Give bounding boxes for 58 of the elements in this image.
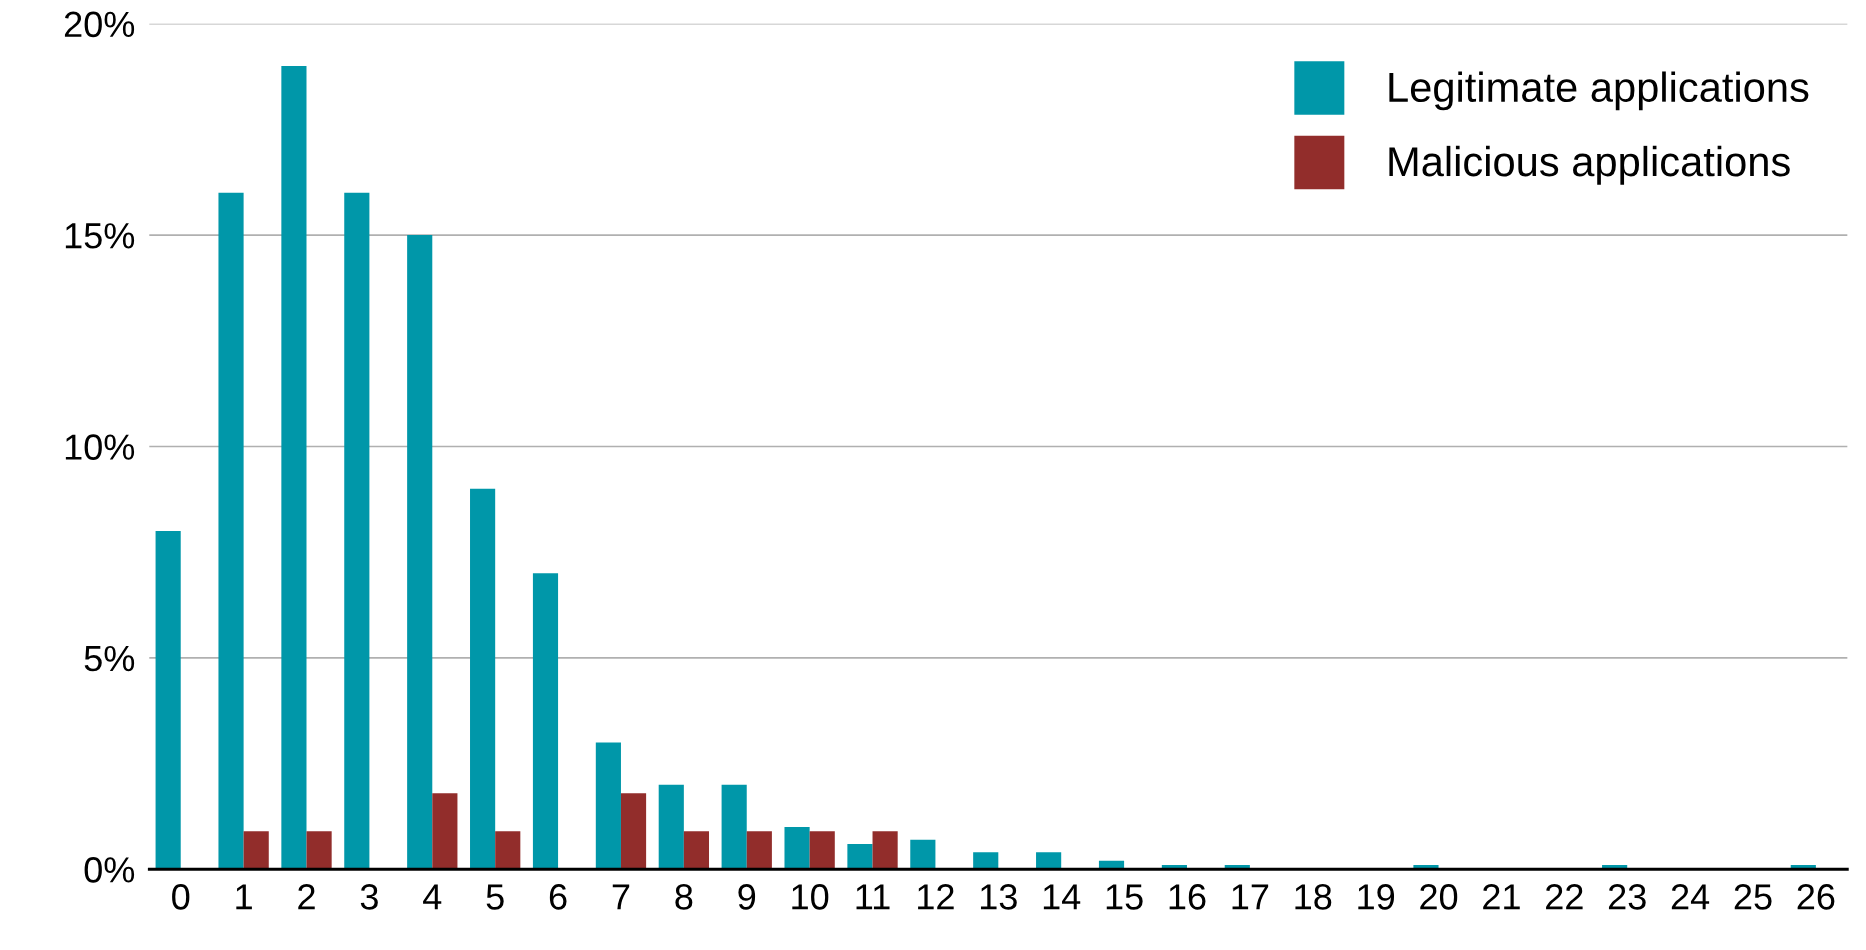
x-tick-label: 22 <box>1546 884 1583 910</box>
x-tick-label: 8 <box>675 884 693 910</box>
x-tick-label: 12 <box>918 884 954 910</box>
bar <box>306 831 332 870</box>
bar <box>809 831 835 870</box>
y-tick-label: 5% <box>84 645 135 672</box>
y-tick-label: 20% <box>64 11 135 38</box>
x-tick-label: 4 <box>423 884 442 910</box>
x-tick-label: 14 <box>1043 884 1081 910</box>
bar <box>620 793 647 870</box>
bar <box>721 784 747 870</box>
bar <box>155 531 181 870</box>
x-tick-label: 10 <box>792 884 829 910</box>
x-tick-label: 18 <box>1295 884 1332 910</box>
bar <box>872 831 898 870</box>
bar <box>1036 852 1062 870</box>
x-tick-label: 1 <box>236 884 252 910</box>
y-tick-label: 0% <box>84 857 135 883</box>
x-tick-label: 2 <box>298 884 315 910</box>
x-tick-label: 17 <box>1232 884 1269 910</box>
bar <box>910 839 936 870</box>
x-tick-label: 16 <box>1169 884 1206 910</box>
x-tick-label: 5 <box>486 884 504 910</box>
bar <box>595 742 621 870</box>
bar <box>973 852 999 870</box>
x-tick-label: 21 <box>1483 884 1520 910</box>
bar <box>532 573 559 870</box>
y-tick-label: 10% <box>65 434 135 460</box>
legend-label: Malicious applications <box>1389 145 1790 185</box>
x-tick-label: 0 <box>172 884 190 910</box>
x-tick-label: 7 <box>612 884 630 910</box>
x-tick-label: 9 <box>738 884 756 910</box>
bar <box>847 843 873 870</box>
bar <box>784 826 810 870</box>
bar <box>243 831 269 870</box>
x-tick-label: 6 <box>549 884 567 910</box>
bar <box>407 235 433 870</box>
x-tick-label: 25 <box>1734 884 1772 910</box>
y-tick-label: 15% <box>65 223 135 249</box>
x-tick-label: 3 <box>360 884 378 910</box>
bar <box>218 192 244 870</box>
legend-label: Legitimate applications <box>1389 71 1809 111</box>
x-tick-label: 26 <box>1797 884 1835 910</box>
x-tick-label: 19 <box>1358 884 1395 910</box>
bar <box>432 793 458 870</box>
x-tick-label: 13 <box>980 884 1017 910</box>
bar <box>495 831 521 870</box>
bar <box>344 192 370 870</box>
x-tick-label: 11 <box>856 884 890 910</box>
bar <box>658 784 684 870</box>
x-tick-label: 24 <box>1671 884 1710 910</box>
bar <box>470 488 496 870</box>
bar <box>683 831 710 870</box>
bar <box>746 831 772 870</box>
x-tick-label: 20 <box>1420 884 1458 910</box>
x-tick-label: 23 <box>1608 884 1646 910</box>
x-tick-label: 15 <box>1106 884 1143 910</box>
bar <box>281 66 307 870</box>
